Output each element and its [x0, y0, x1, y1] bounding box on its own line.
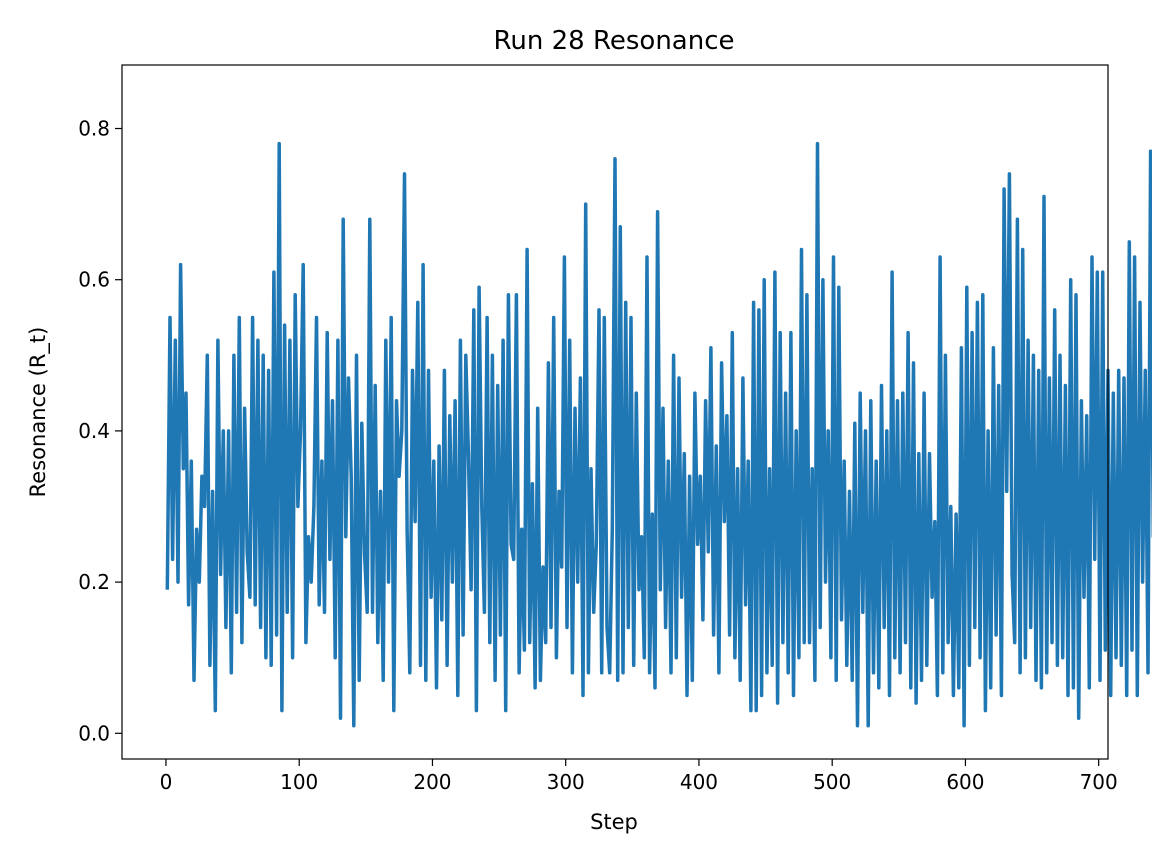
y-axis-ticks: 0.0 0.2 0.4 0.6 0.8	[78, 117, 122, 745]
y-axis-label: Resonance (R_t)	[26, 327, 51, 498]
x-axis-label: Step	[590, 810, 638, 834]
chart-title: Run 28 Resonance	[494, 26, 735, 56]
x-tick-label: 500	[813, 770, 851, 794]
x-axis-ticks: 0 100 200 300 400 500 600 700	[160, 759, 1118, 794]
series-line-0	[165, 141, 1152, 728]
x-tick-label: 200	[413, 770, 451, 794]
y-tick-label: 0.8	[78, 117, 110, 141]
x-tick-label: 700	[1080, 770, 1118, 794]
y-tick-label: 0.6	[78, 268, 110, 292]
series-layer	[165, 141, 1152, 728]
x-tick-label: 600	[946, 770, 984, 794]
y-tick-label: 0.0	[78, 721, 110, 745]
x-tick-label: 400	[680, 770, 718, 794]
y-tick-label: 0.2	[78, 570, 110, 594]
plot-frame	[121, 64, 1109, 760]
x-tick-label: 300	[547, 770, 585, 794]
y-tick-label: 0.4	[78, 419, 110, 443]
x-tick-label: 0	[160, 770, 173, 794]
x-tick-label: 100	[280, 770, 318, 794]
